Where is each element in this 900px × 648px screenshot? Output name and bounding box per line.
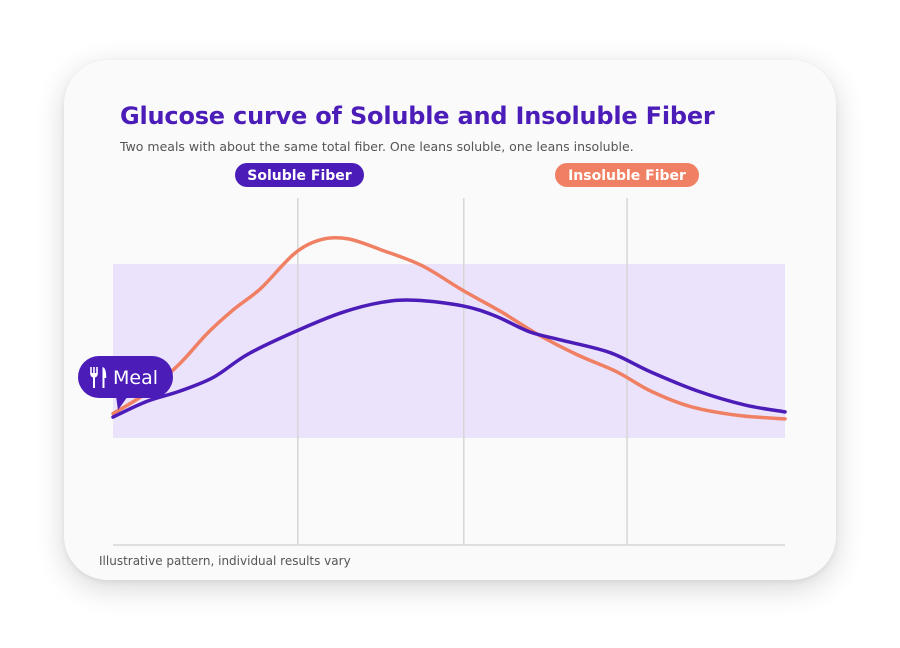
target-band [113, 264, 785, 438]
chart-footnote: Illustrative pattern, individual results… [99, 554, 351, 568]
legend-pill-soluble: Soluble Fiber [235, 163, 364, 187]
chart-subtitle: Two meals with about the same total fibe… [120, 139, 634, 154]
grid-lines [297, 198, 628, 545]
fork-knife-icon [90, 367, 107, 388]
legend-label-soluble: Soluble Fiber [247, 168, 352, 184]
legend-label-insoluble: Insoluble Fiber [568, 168, 686, 184]
legend-pill-insoluble: Insoluble Fiber [555, 163, 699, 187]
chart-title: Glucose curve of Soluble and Insoluble F… [120, 102, 715, 130]
meal-label: Meal [113, 367, 158, 389]
series-line-insoluble [111, 235, 787, 421]
meal-marker: Meal [78, 356, 173, 410]
series-line-soluble [111, 298, 787, 419]
